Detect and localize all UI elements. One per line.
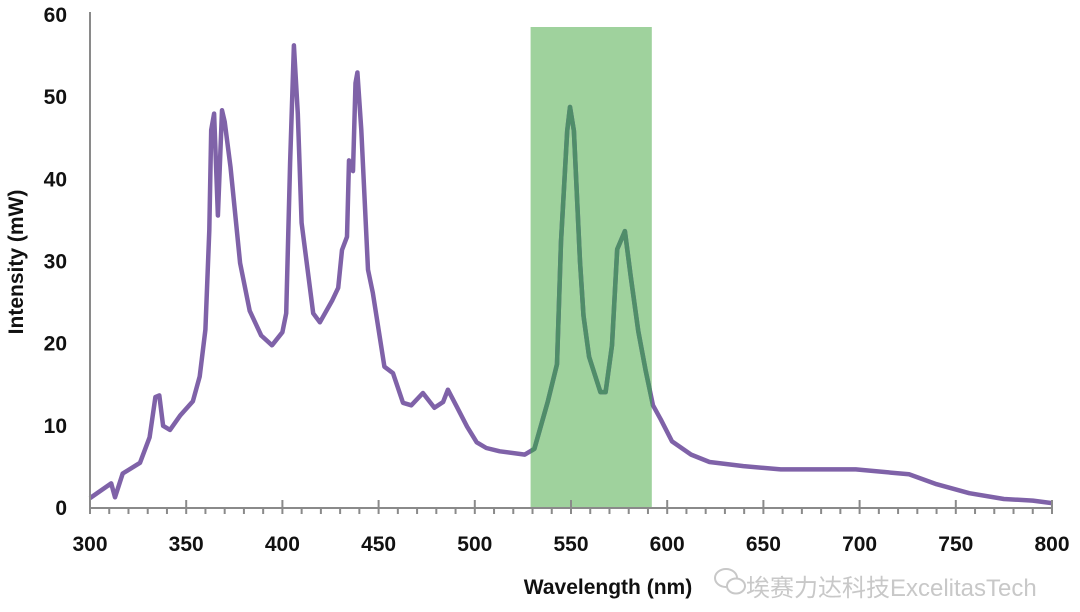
wechat-icon — [714, 568, 746, 595]
y-tick-label: 60 — [44, 4, 67, 27]
x-tick-label: 800 — [1034, 533, 1069, 556]
y-tick-label: 40 — [44, 168, 67, 191]
y-tick-label: 20 — [44, 333, 67, 356]
y-tick-label: 10 — [44, 415, 67, 438]
x-axis-title: Wavelength (nm) — [524, 576, 692, 599]
y-axis-title: Intensity (mW) — [5, 190, 28, 335]
x-tick-label: 500 — [457, 533, 492, 556]
x-tick-label: 400 — [265, 533, 300, 556]
x-tick-label: 650 — [746, 533, 781, 556]
x-tick-label: 300 — [72, 533, 107, 556]
y-tick-label: 30 — [44, 251, 67, 274]
x-tick-label: 550 — [553, 533, 588, 556]
x-tick-label: 450 — [361, 533, 396, 556]
x-tick-label: 600 — [650, 533, 685, 556]
watermark: 埃赛力达科技ExcelitasTech — [714, 568, 1037, 602]
x-tick-label: 700 — [842, 533, 877, 556]
x-tick-label: 350 — [169, 533, 204, 556]
highlight-band — [530, 27, 652, 508]
watermark-text: 埃赛力达科技ExcelitasTech — [746, 575, 1037, 602]
spectrum-line-in-band — [530, 104, 652, 454]
y-tick-label: 0 — [55, 497, 67, 520]
y-tick-label: 50 — [44, 86, 67, 109]
x-tick-label: 750 — [938, 533, 973, 556]
